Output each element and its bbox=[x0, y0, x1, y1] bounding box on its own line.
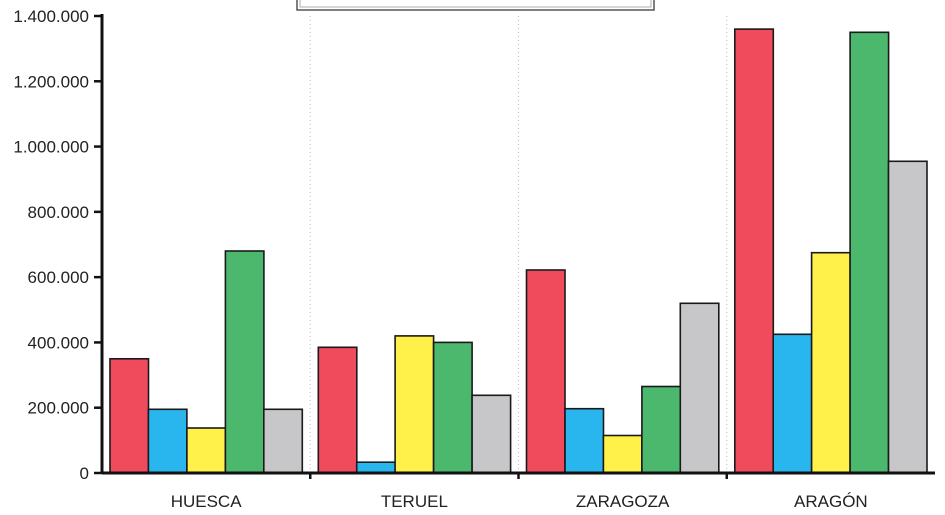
y-tick-label: 1.400.000 bbox=[13, 7, 89, 26]
x-tick-labels: HUESCA TERUEL ZARAGOZA ARAGÓN bbox=[171, 492, 868, 511]
axes-group bbox=[94, 14, 935, 479]
x-tick-label: ARAGÓN bbox=[794, 492, 868, 510]
bar-aragón-4 bbox=[849, 31, 890, 474]
bar-aragón-1 bbox=[733, 28, 775, 474]
y-tick-label: 1.000.000 bbox=[13, 138, 89, 157]
bar-zaragoza-3 bbox=[602, 434, 643, 474]
bar-zaragoza-2 bbox=[564, 407, 605, 474]
bar-teruel-2 bbox=[355, 461, 397, 474]
x-tick-label: ZARAGOZA bbox=[576, 492, 670, 510]
bar-zaragoza-1 bbox=[525, 269, 566, 474]
bar-huesca-1 bbox=[109, 357, 150, 474]
x-tick-label: HUESCA bbox=[171, 492, 243, 510]
bar-teruel-5 bbox=[471, 394, 512, 474]
y-tick-label: 0 bbox=[80, 464, 89, 483]
bar-aragón-5 bbox=[887, 160, 928, 474]
bar-teruel-3 bbox=[394, 335, 435, 474]
y-tick-labels: 0 200.000 400.000 600.000 800.000 1.000.000 1.… bbox=[13, 7, 89, 483]
y-tick-label: 800.000 bbox=[28, 203, 89, 222]
bar-aragón-2 bbox=[772, 333, 813, 474]
bar-zaragoza-5 bbox=[679, 302, 720, 474]
y-tick-label: 600.000 bbox=[28, 268, 89, 287]
y-tick-label: 1.200.000 bbox=[13, 72, 89, 91]
bars-group bbox=[109, 28, 928, 474]
bar-zaragoza-4 bbox=[641, 385, 682, 474]
legend-box bbox=[296, 0, 655, 11]
x-tick-label: TERUEL bbox=[381, 492, 448, 510]
bar-aragón-3 bbox=[810, 251, 851, 474]
bar-huesca-5 bbox=[262, 408, 304, 474]
bar-teruel-4 bbox=[432, 341, 473, 474]
y-tick-label: 400.000 bbox=[28, 333, 89, 352]
y-tick-label: 200.000 bbox=[28, 399, 89, 418]
category-separators bbox=[309, 16, 728, 473]
bar-huesca-3 bbox=[186, 427, 227, 474]
bar-huesca-4 bbox=[224, 250, 265, 474]
bar-teruel-1 bbox=[317, 346, 358, 474]
bar-huesca-2 bbox=[147, 408, 188, 474]
